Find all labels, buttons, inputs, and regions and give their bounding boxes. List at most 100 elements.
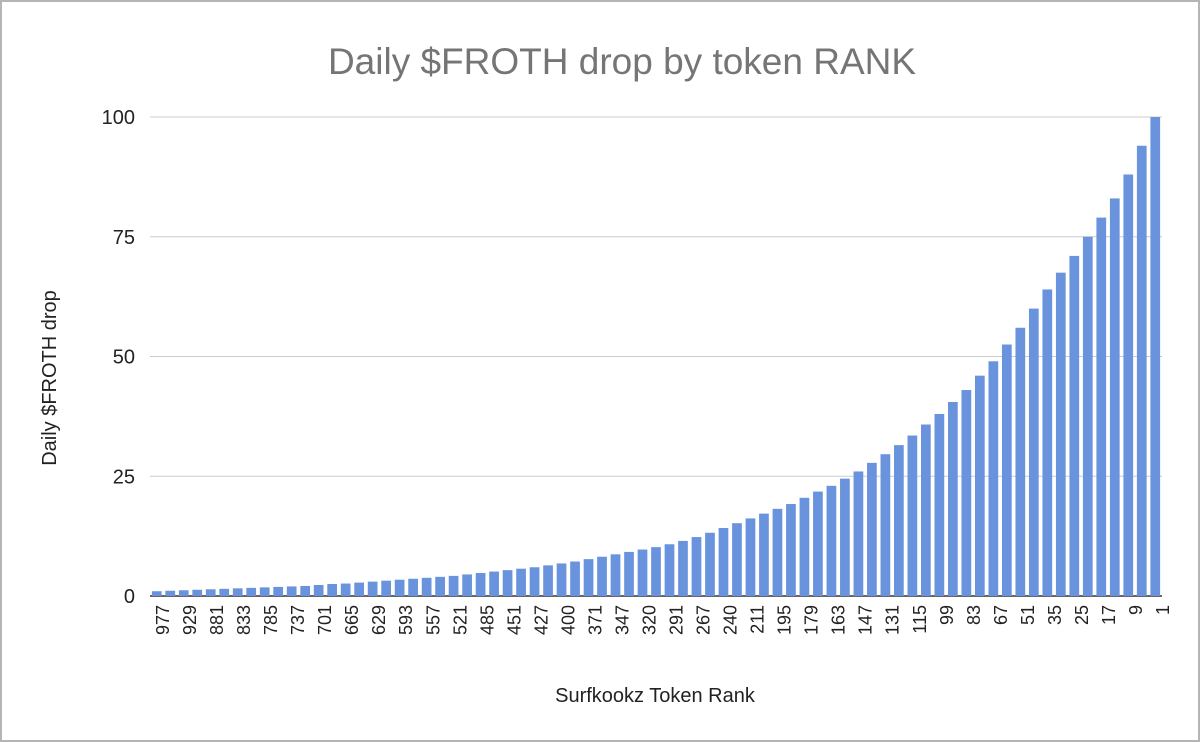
- bar-rank-131: [880, 454, 891, 596]
- x-tick-label: 83: [964, 605, 984, 625]
- x-tick-label: 267: [694, 605, 714, 635]
- bar-rank-400: [556, 563, 567, 596]
- bar-rank-593: [394, 579, 405, 596]
- bar-rank-17: [1096, 217, 1107, 596]
- bar-rank-99: [934, 413, 945, 596]
- bar-rank-320: [637, 549, 648, 596]
- y-axis-label: Daily $FROTH drop: [39, 290, 61, 466]
- bar-rank-371: [583, 559, 594, 596]
- x-tick-label: 347: [613, 605, 633, 635]
- bar-rank-139: [867, 462, 877, 596]
- x-tick-label: 785: [261, 605, 281, 635]
- bar-rank-240: [718, 527, 729, 596]
- bar-rank-9: [1123, 174, 1134, 597]
- y-axis-ticks: 0 25 50 75 100: [102, 107, 135, 608]
- bar-rank-25: [1069, 255, 1080, 596]
- x-tick-label: 881: [207, 605, 227, 635]
- x-tick-label: 291: [667, 605, 687, 635]
- bar-rank-414: [543, 565, 553, 596]
- bar-rank-279: [678, 540, 688, 596]
- bar-rank-485: [475, 573, 486, 596]
- bar-rank-905: [192, 589, 203, 596]
- x-tick-label: 195: [775, 605, 795, 635]
- bar-rank-115: [907, 435, 918, 596]
- x-tick-label: 163: [829, 605, 849, 635]
- bar-rank-67: [988, 361, 999, 596]
- bar-rank-386: [570, 561, 580, 596]
- x-tick-label: 179: [802, 605, 822, 635]
- x-tick-label: 737: [288, 605, 308, 635]
- bar-rank-13: [1109, 198, 1120, 596]
- bar-rank-468: [489, 571, 499, 596]
- bar-rank-439: [516, 568, 526, 596]
- bar-rank-163: [826, 485, 837, 596]
- x-tick-label: 371: [585, 605, 605, 635]
- bar-rank-665: [340, 583, 351, 596]
- x-tick-label: 485: [477, 605, 497, 635]
- y-tick-label: 100: [102, 107, 135, 129]
- x-tick-label: 35: [1045, 605, 1065, 625]
- y-tick-label: 50: [113, 347, 135, 369]
- x-tick-label: 115: [910, 605, 930, 634]
- bar-rank-629: [367, 581, 378, 596]
- bar-rank-761: [273, 586, 284, 596]
- bar-rank-59: [1001, 344, 1012, 596]
- bar-rank-187: [786, 504, 796, 596]
- bar-rank-179: [799, 497, 810, 596]
- bar-rank-785: [259, 587, 270, 596]
- bar-rank-203: [759, 513, 769, 596]
- x-tick-label: 67: [991, 605, 1011, 625]
- bar-rank-1: [1150, 117, 1161, 596]
- bar-rank-737: [286, 586, 297, 596]
- bar-rank-833: [232, 588, 243, 596]
- bar-rank-155: [840, 478, 850, 596]
- y-tick-label: 25: [113, 466, 135, 488]
- bar-rank-123: [894, 445, 904, 596]
- bar-rank-427: [529, 567, 540, 596]
- x-tick-label: 320: [640, 605, 660, 635]
- bar-rank-977: [151, 591, 162, 596]
- x-tick-label: 9: [1126, 605, 1146, 615]
- x-tick-label: 593: [396, 605, 416, 635]
- bar-rank-575: [408, 578, 418, 596]
- chart-title: Daily $FROTH drop by token RANK: [328, 41, 916, 82]
- bar-rank-557: [421, 577, 432, 596]
- bar-rank-147: [853, 471, 864, 596]
- bar-rank-929: [178, 590, 189, 596]
- bar-rank-83: [961, 390, 972, 596]
- x-tick-label: 240: [721, 605, 741, 635]
- bar-rank-226: [732, 523, 742, 596]
- x-tick-label: 25: [1072, 605, 1092, 625]
- bar-rank-30: [1055, 272, 1066, 596]
- x-tick-label: 701: [315, 605, 335, 635]
- bar-rank-953: [165, 590, 176, 596]
- bar-rank-5: [1136, 145, 1147, 597]
- bar-rank-267: [691, 537, 702, 596]
- x-axis-ticks: 977 929 881 833 785 737 701 665 629 593 557 521 485 4…: [153, 605, 1173, 635]
- bar-rank-701: [313, 584, 324, 596]
- x-tick-label: 400: [558, 605, 578, 635]
- bar-rank-451: [502, 570, 513, 596]
- x-tick-label: 833: [234, 605, 254, 635]
- bar-rank-35: [1042, 289, 1053, 596]
- bar-rank-881: [205, 589, 216, 596]
- x-tick-label: 211: [748, 605, 768, 634]
- bar-rank-43: [1028, 308, 1039, 596]
- bar-rank-611: [381, 580, 391, 596]
- bar-rank-306: [651, 547, 661, 596]
- x-tick-label: 99: [937, 605, 957, 625]
- x-tick-label: 147: [856, 605, 876, 635]
- x-tick-label: 427: [531, 605, 551, 635]
- y-tick-label: 75: [113, 227, 135, 249]
- bar-rank-539: [435, 576, 445, 596]
- x-tick-label: 929: [180, 605, 200, 635]
- bar-rank-171: [813, 491, 823, 596]
- bar-rank-254: [705, 532, 715, 596]
- bar-rank-857: [219, 588, 230, 596]
- bar-rank-809: [246, 587, 257, 596]
- bar-rank-195: [772, 508, 783, 596]
- bar-rank-683: [327, 584, 338, 596]
- bars: [151, 117, 1161, 597]
- bar-rank-291: [664, 544, 675, 596]
